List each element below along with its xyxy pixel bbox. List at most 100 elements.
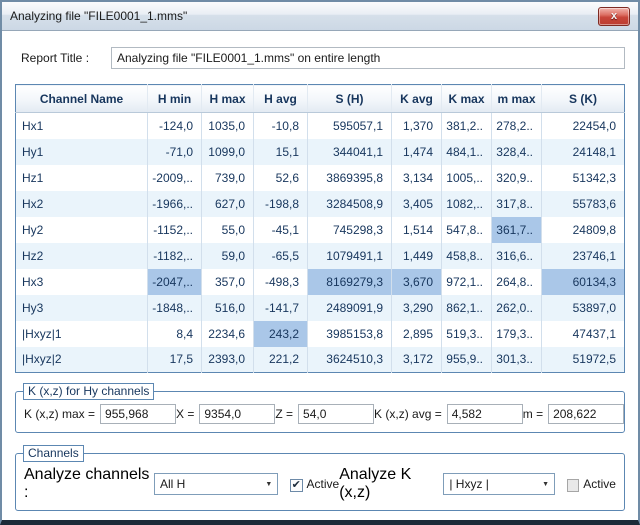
value-cell: -1966,.. [147,190,202,217]
channel-name-cell: Hy3 [15,294,148,321]
column-header-h-avg: H avg [253,84,308,113]
value-cell: 3985153,8 [307,320,392,347]
value-cell: 52,6 [253,164,308,191]
value-cell: -2047,.. [147,268,202,295]
column-header-k-max: K max [441,84,492,113]
report-title-input[interactable] [111,47,625,69]
value-cell: 484,1.. [441,138,492,165]
kxz-max-input[interactable] [100,404,177,424]
value-cell: 739,0 [201,164,254,191]
value-cell: -124,0 [147,112,202,139]
value-cell: 320,9.. [491,164,542,191]
value-cell: 3869395,8 [307,164,392,191]
table-body: Hx1 -124,0 1035,0 -10,8 595057,1 1,370 381,2..… [15,112,625,373]
column-header-m-max: m max [491,84,542,113]
channels-row: Analyze channels : All H ▼ Active Analyz… [24,466,616,502]
channel-name-cell: Hy1 [15,138,148,165]
value-cell: 316,6.. [491,242,542,269]
value-cell: 2489091,9 [307,294,392,321]
value-cell: 1035,0 [201,112,254,139]
channel-name-cell: |Hxyz|2 [15,346,148,373]
active-channels-checkbox[interactable] [289,478,303,492]
analyze-kxz-select[interactable]: | Hxyz | ▼ [443,473,556,495]
kxz-groupbox: K (x,z) for Hy channels K (x,z) max = X … [15,383,625,433]
value-cell: 1,370 [391,112,442,139]
value-cell: 301,3.. [491,346,542,373]
z-input[interactable] [298,404,375,424]
column-header-s-h: S (H) [307,84,392,113]
value-cell: 344041,1 [307,138,392,165]
table-row: |Hxyz|2 17,5 2393,0 221,2 3624510,3 3,172 955,… [15,346,625,373]
window-title: Analyzing file "FILE0001_1.mms" [10,9,188,23]
value-cell: -2009,.. [147,164,202,191]
x-label: X = [176,407,195,421]
table-row: Hx2 -1966,.. 627,0 -198,8 3284508,9 3,405 1082… [15,190,625,217]
channel-name-cell: Hx1 [15,112,148,139]
close-button[interactable]: x [598,6,630,26]
channels-groupbox-title: Channels [23,445,84,462]
value-cell: 24809,8 [541,216,625,243]
report-title-label: Report Title : [21,51,90,65]
column-header-h-max: H max [201,84,254,113]
channel-name-cell: Hx2 [15,190,148,217]
value-cell: 972,1.. [441,268,492,295]
value-cell: -198,8 [253,190,308,217]
column-header-channel-name: Channel Name [15,84,148,113]
table-row: Hy1 -71,0 1099,0 15,1 344041,1 1,474 484,1.. 32… [15,138,625,165]
value-cell: 1,449 [391,242,442,269]
value-cell: 24148,1 [541,138,625,165]
value-cell: -498,3 [253,268,308,295]
value-cell: 3,134 [391,164,442,191]
m-label: m = [522,407,544,421]
table-row: Hx3 -2047,.. 357,0 -498,3 8169279,3 3,670 972,… [15,268,625,295]
value-cell: 179,3.. [491,320,542,347]
titlebar: Analyzing file "FILE0001_1.mms" x [2,2,638,31]
active-kxz-checkbox[interactable] [566,478,580,492]
value-cell: 59,0 [201,242,254,269]
value-cell: -71,0 [147,138,202,165]
value-cell: 2234,6 [201,320,254,347]
value-cell: 264,8.. [491,268,542,295]
value-cell: 221,2 [253,346,308,373]
value-cell: 1079491,1 [307,242,392,269]
value-cell: 595057,1 [307,112,392,139]
kxz-groupbox-title: K (x,z) for Hy channels [23,383,155,400]
channel-name-cell: Hz1 [15,164,148,191]
x-input[interactable] [199,404,276,424]
analyze-channels-select[interactable]: All H ▼ [154,473,279,495]
active-channels-label: Active [306,477,340,491]
active-kxz-label: Active [583,477,616,491]
column-header-h-min: H min [147,84,202,113]
value-cell: -1152,.. [147,216,202,243]
value-cell: 8,4 [147,320,202,347]
analyze-kxz-label: Analyze K (x,z) [339,466,412,501]
kxz-avg-label: K (x,z) avg = [374,407,442,421]
value-cell: 278,2.. [491,112,542,139]
analyze-kxz-value: | Hxyz | [449,477,489,491]
value-cell: 1082,.. [441,190,492,217]
channels-groupbox: Channels Analyze channels : All H ▼ Acti… [15,445,625,511]
value-cell: -1182,.. [147,242,202,269]
kxz-fields-row: K (x,z) max = X = Z = K (x,z) avg = m = [24,404,625,424]
value-cell: 357,0 [201,268,254,295]
analyze-channels-value: All H [160,477,186,491]
kxz-avg-input[interactable] [446,404,523,424]
m-input[interactable] [548,404,625,424]
value-cell: 3,172 [391,346,442,373]
value-cell: -65,5 [253,242,308,269]
report-title-row: Report Title : [21,47,625,69]
value-cell: 60134,3 [541,268,625,295]
dialog-content: Report Title : Channel Name H min H max … [2,31,638,520]
value-cell: -1848,.. [147,294,202,321]
value-cell: 1,474 [391,138,442,165]
value-cell: 243,2 [253,320,308,347]
value-cell: 22454,0 [541,112,625,139]
value-cell: -10,8 [253,112,308,139]
z-label: Z = [275,407,294,421]
column-header-k-avg: K avg [391,84,442,113]
value-cell: 53897,0 [541,294,625,321]
value-cell: 516,0 [201,294,254,321]
value-cell: -45,1 [253,216,308,243]
channel-name-cell: Hy2 [15,216,148,243]
value-cell: 3,290 [391,294,442,321]
